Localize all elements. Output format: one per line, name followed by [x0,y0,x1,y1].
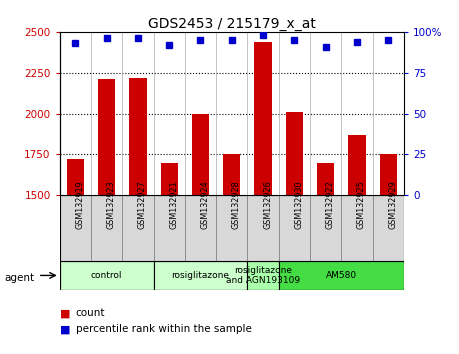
Text: ■: ■ [60,324,70,334]
Text: percentile rank within the sample: percentile rank within the sample [76,324,252,334]
Bar [154,195,185,261]
Bar [67,159,84,354]
Bar [216,195,247,261]
Bar [247,195,279,261]
Text: GSM132922: GSM132922 [326,181,335,229]
Title: GDS2453 / 215179_x_at: GDS2453 / 215179_x_at [148,17,316,31]
Text: agent: agent [5,273,35,283]
Text: GSM132919: GSM132919 [75,181,84,229]
Bar [317,162,334,354]
Bar [373,195,404,261]
Text: GSM132928: GSM132928 [232,181,241,229]
Bar [279,195,310,261]
Text: GSM132921: GSM132921 [169,181,178,229]
Text: GSM132926: GSM132926 [263,181,272,229]
Bar [161,162,178,354]
Bar [154,261,247,290]
Bar [60,195,91,261]
Bar [129,78,146,354]
Bar [279,261,404,290]
Bar [341,195,373,261]
Text: GSM132929: GSM132929 [388,181,397,229]
Bar [348,135,365,354]
Text: GSM132925: GSM132925 [357,181,366,229]
Bar [286,112,303,354]
Text: GSM132923: GSM132923 [106,181,116,229]
Bar [60,261,154,290]
Bar [192,114,209,354]
Bar [254,42,272,354]
Text: ■: ■ [60,308,70,318]
Text: AM580: AM580 [326,271,357,280]
Text: rosiglitazone
and AGN193109: rosiglitazone and AGN193109 [226,266,300,285]
Text: GSM132930: GSM132930 [294,181,303,229]
Text: count: count [76,308,105,318]
Bar [98,79,115,354]
Bar [247,261,279,290]
Text: GSM132927: GSM132927 [138,181,147,229]
Text: control: control [91,271,123,280]
Bar [380,154,397,354]
Bar [223,154,241,354]
Bar [122,195,154,261]
Text: GSM132924: GSM132924 [201,181,209,229]
Text: rosiglitazone: rosiglitazone [172,271,230,280]
Bar [91,195,122,261]
Bar [310,195,341,261]
Bar [185,195,216,261]
